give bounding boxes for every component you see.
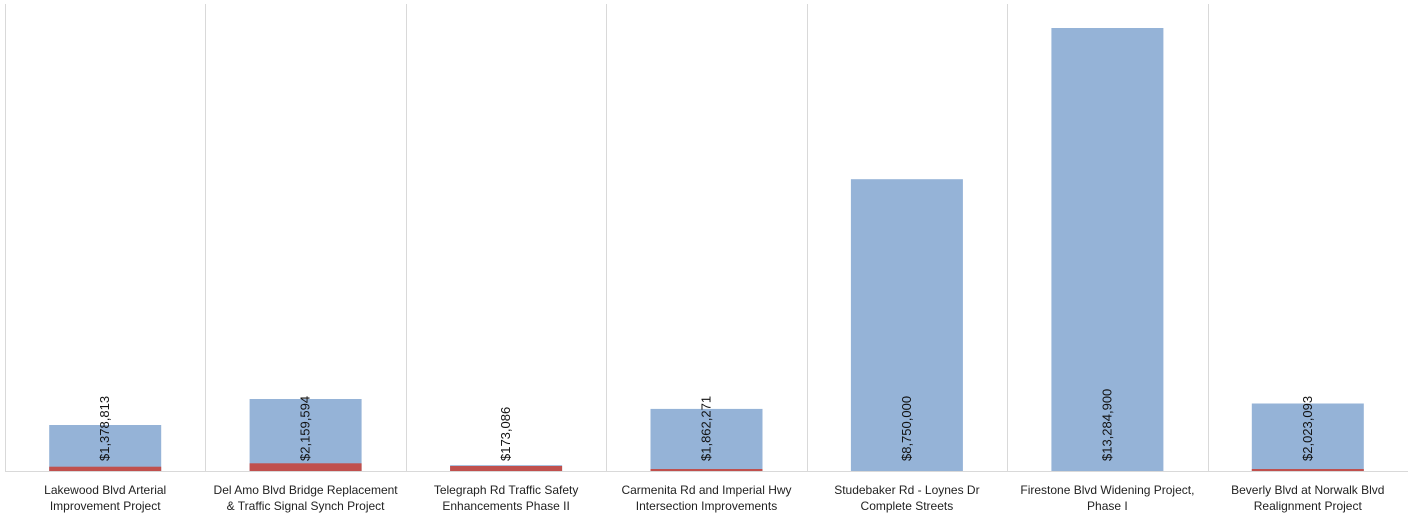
category-label: Realignment Project: [1254, 499, 1363, 513]
category-label: Enhancements Phase II: [442, 499, 569, 513]
data-label: $2,023,093: [1300, 396, 1315, 461]
category-label: Improvement Project: [50, 499, 161, 513]
bar-total: [850, 179, 963, 471]
bar-total: [249, 399, 362, 471]
category-label: Carmenita Rd and Imperial Hwy: [621, 483, 791, 497]
bar-segment-red: [650, 469, 763, 471]
data-label: $13,284,900: [1099, 389, 1114, 461]
bar-segment-red: [1251, 469, 1364, 471]
category-label: Complete Streets: [861, 499, 954, 513]
bars: [49, 28, 1364, 471]
bar-total: [1251, 403, 1364, 471]
category-label: Del Amo Blvd Bridge Replacement: [214, 483, 399, 497]
category-label: Lakewood Blvd Arterial: [44, 483, 166, 497]
category-label: Telegraph Rd Traffic Safety: [434, 483, 579, 497]
category-label: Intersection Improvements: [636, 499, 777, 513]
bar-segment-red: [249, 463, 362, 471]
data-label: $1,862,271: [699, 396, 714, 461]
bar-total: [650, 408, 763, 471]
category-separators: [5, 4, 1408, 472]
data-label: $173,086: [498, 407, 513, 461]
data-label: $2,159,594: [298, 396, 313, 461]
category-label: Beverly Blvd at Norwalk Blvd: [1231, 483, 1384, 497]
category-label: Phase I: [1087, 499, 1128, 513]
data-labels: $1,378,813 $2,159,594 $173,086 $1,862,271 $8…: [97, 389, 1315, 461]
bar-total: [49, 425, 162, 471]
category-label: Studebaker Rd - Loynes Dr: [834, 483, 979, 497]
bar-segment-red: [49, 466, 162, 471]
category-label: & Traffic Signal Synch Project: [227, 499, 386, 513]
data-label: $8,750,000: [899, 396, 914, 461]
category-labels: Lakewood Blvd Arterial Improvement Projec…: [44, 483, 1384, 513]
category-label: Firestone Blvd Widening Project,: [1020, 483, 1194, 497]
bar-total: [1051, 28, 1164, 471]
bar-segment-red: [450, 466, 563, 471]
data-label: $1,378,813: [97, 396, 112, 461]
